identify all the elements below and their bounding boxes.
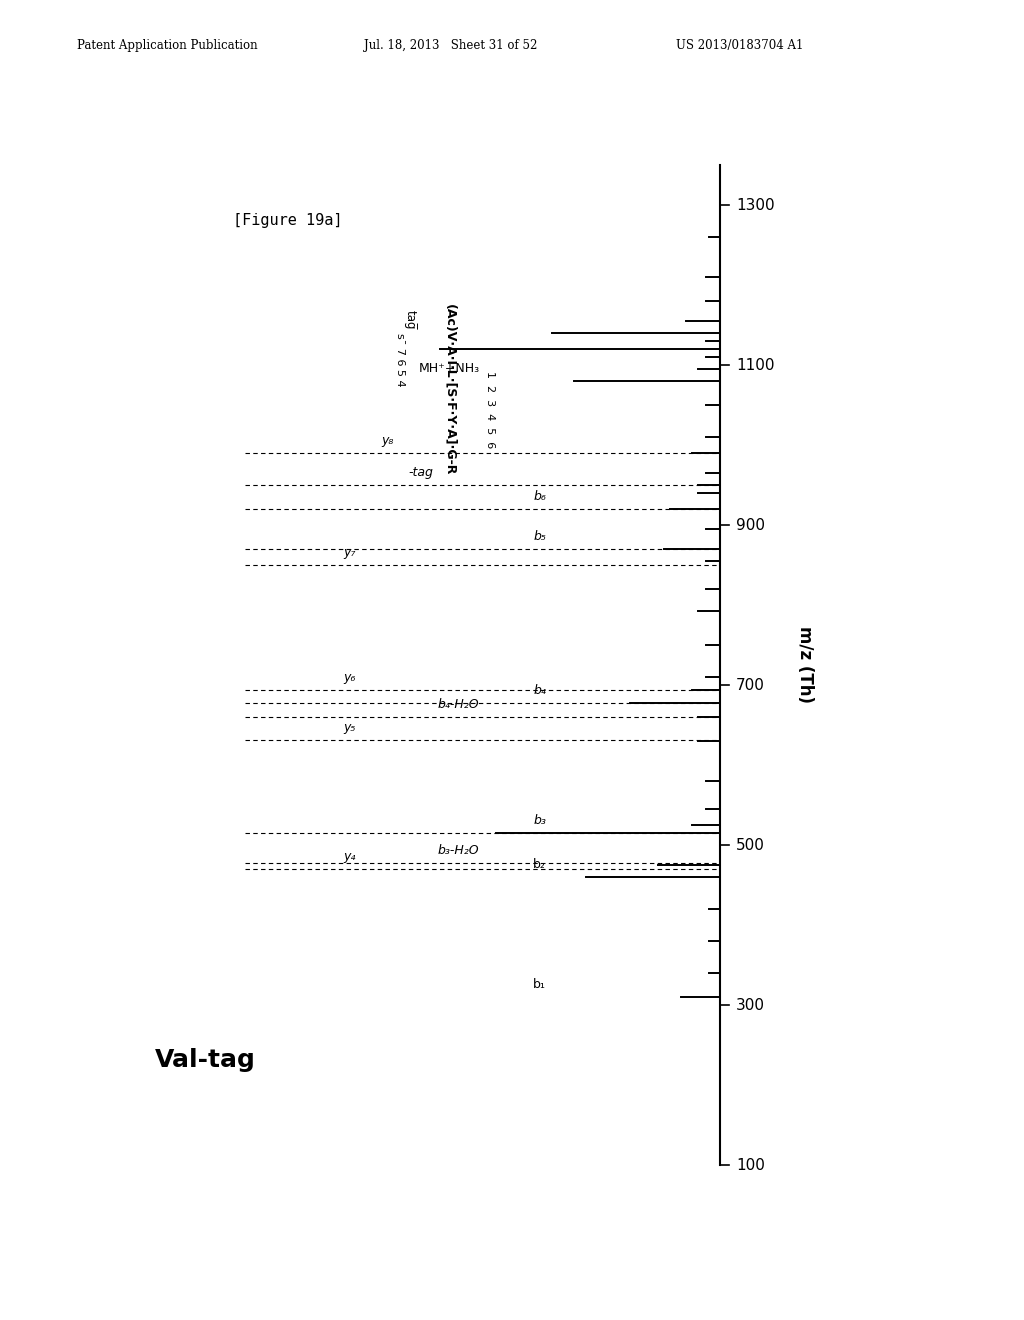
Text: y₇: y₇ <box>343 546 355 558</box>
Text: [Figure 19a]: [Figure 19a] <box>233 213 342 228</box>
Text: b₅: b₅ <box>534 531 546 543</box>
Text: b₂: b₂ <box>534 858 546 871</box>
Text: 500: 500 <box>736 837 765 853</box>
Text: 1300: 1300 <box>736 198 774 213</box>
Text: MH⁺+NH₃: MH⁺+NH₃ <box>419 362 480 375</box>
Text: 300: 300 <box>736 998 765 1012</box>
Text: US 2013/0183704 A1: US 2013/0183704 A1 <box>676 38 803 51</box>
Text: Jul. 18, 2013   Sheet 31 of 52: Jul. 18, 2013 Sheet 31 of 52 <box>364 38 537 51</box>
Text: b₃-H₂O: b₃-H₂O <box>438 843 479 857</box>
Text: -tag: -tag <box>409 466 433 479</box>
Text: 700: 700 <box>736 677 765 693</box>
Text: m/z (Th): m/z (Th) <box>796 627 814 704</box>
Text: 1100: 1100 <box>736 358 774 372</box>
Text: 1  2  3  4  5  6: 1 2 3 4 5 6 <box>485 371 495 449</box>
Text: y₈: y₈ <box>381 434 393 447</box>
Text: Patent Application Publication: Patent Application Publication <box>77 38 257 51</box>
Text: Val-tag: Val-tag <box>155 1048 256 1072</box>
Text: (Ac)V∙A∙I∙L∙[S∙F∙Y∙A]∙G-R: (Ac)V∙A∙I∙L∙[S∙F∙Y∙A]∙G-R <box>443 305 457 475</box>
Text: 100: 100 <box>736 1158 765 1172</box>
Text: s¯ 7 6 5 4: s¯ 7 6 5 4 <box>395 333 406 387</box>
Text: b₃: b₃ <box>534 814 546 828</box>
Text: b₆: b₆ <box>534 490 546 503</box>
Text: tag̅: tag̅ <box>403 310 417 330</box>
Text: b₄: b₄ <box>534 684 546 697</box>
Text: b₄-H₂O: b₄-H₂O <box>438 698 479 711</box>
Text: b₁: b₁ <box>534 978 546 991</box>
Text: y₅: y₅ <box>343 721 355 734</box>
Text: 900: 900 <box>736 517 765 532</box>
Text: y₆: y₆ <box>343 671 355 684</box>
Text: y₄: y₄ <box>343 850 355 863</box>
